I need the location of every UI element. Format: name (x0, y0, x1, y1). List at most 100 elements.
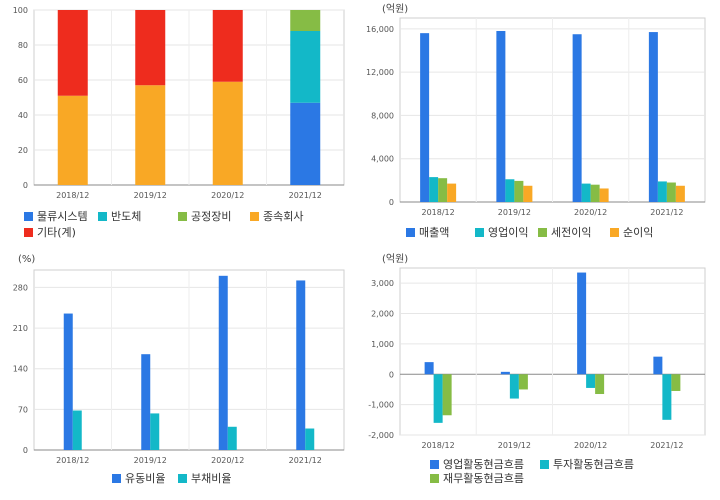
bar-종속회사-2018-12 (57, 95, 88, 185)
bar-유동비율-2020-12 (218, 275, 228, 450)
legend-swatch (540, 460, 549, 469)
legend-entry: 매출액 (419, 226, 449, 239)
bar-기타-계-2018-12 (57, 10, 88, 96)
x-tick-label: 2021/12 (289, 191, 322, 200)
y-tick-label: 3,000 (371, 279, 394, 288)
legend-swatch (430, 474, 439, 483)
bar-투자활동현금흐름-2021-12 (662, 374, 672, 420)
legend-swatch (24, 212, 33, 221)
x-tick-label: 2020/12 (211, 456, 244, 465)
bar-유동비율-2019-12 (141, 354, 151, 450)
legend-swatch (98, 212, 107, 221)
bar-순이익-2020-12 (599, 188, 609, 202)
y-tick-label: 12,000 (366, 68, 394, 77)
legend-swatch (610, 228, 619, 237)
legend-entry: 재무활동현금흐름 (443, 471, 524, 485)
y-tick-label: 8,000 (371, 111, 394, 120)
bar-물류시스템-2021-12 (290, 102, 321, 185)
chart-panel-cashflow: -2,000 -1,000 0 1,000 2,000 3,000 2018/12 2019/… (360, 250, 720, 496)
y-tick-label: 80 (18, 41, 28, 50)
bar-재무활동현금흐름-2018-12 (442, 374, 452, 416)
legend-entry: 영업활동현금흐름 (443, 457, 524, 471)
x-tick-label: 2021/12 (289, 456, 322, 465)
bar-공정장비-2021-12 (290, 10, 321, 31)
bar-기타-계-2019-12 (135, 10, 166, 86)
x-tick-label: 2019/12 (498, 208, 531, 217)
bar-순이익-2021-12 (675, 185, 685, 202)
legend-entry: 순이익 (623, 226, 653, 239)
x-tick-label: 2021/12 (650, 441, 683, 450)
x-tick-label: 2021/12 (650, 208, 683, 217)
x-tick-label: 2019/12 (134, 191, 167, 200)
bar-세전이익-2019-12 (514, 180, 524, 202)
chart-panel-income: 0 4,000 8,000 12,000 16,000 2018/12 2019/12 202… (360, 0, 720, 250)
y-tick-label: 1,000 (371, 340, 394, 349)
legend-entry: 유동비율 (125, 472, 165, 485)
bar-재무활동현금흐름-2021-12 (671, 374, 681, 391)
bar-부채비율-2021-12 (305, 428, 315, 450)
bar-재무활동현금흐름-2020-12 (595, 374, 605, 395)
y-tick-label: 0 (389, 370, 394, 379)
bar-부채비율-2020-12 (227, 426, 237, 450)
y-tick-label: 40 (18, 111, 28, 120)
legend-entry: 투자활동현금흐름 (553, 457, 634, 471)
legend-swatch (112, 474, 121, 483)
y-tick-label: 140 (13, 365, 28, 374)
y-tick-label: -1,000 (368, 401, 394, 410)
y-tick-label: 100 (13, 6, 28, 15)
bar-매출액-2020-12 (572, 34, 582, 203)
x-tick-label: 2018/12 (422, 441, 455, 450)
x-tick-label: 2020/12 (574, 208, 607, 217)
legend-entry: 영업이익 (488, 226, 528, 239)
bar-종속회사-2019-12 (135, 85, 166, 185)
chart-panel-ratios: 0 70 140 210 280 2018/12 2019/12 2020/12 2021/12… (0, 250, 360, 496)
unit-label: (%) (18, 254, 35, 265)
legend-entry: 반도체 (111, 210, 141, 223)
bar-투자활동현금흐름-2018-12 (433, 374, 443, 423)
x-tick-label: 2020/12 (574, 441, 607, 450)
y-tick-label: -2,000 (368, 431, 394, 440)
x-tick-label: 2019/12 (134, 456, 167, 465)
bar-투자활동현금흐름-2019-12 (509, 374, 519, 399)
legend-swatch (406, 228, 415, 237)
bar-유동비율-2018-12 (63, 313, 73, 450)
legend-entry: 기타(계) (37, 226, 76, 239)
y-tick-label: 0 (389, 198, 394, 207)
y-tick-label: 70 (18, 405, 28, 414)
bar-매출액-2021-12 (648, 32, 658, 202)
y-tick-label: 280 (13, 283, 28, 292)
legend-entry: 부채비율 (191, 472, 231, 485)
legend-swatch (430, 460, 439, 469)
y-tick-label: 20 (18, 146, 28, 155)
y-tick-label: 0 (23, 181, 28, 190)
x-tick-label: 2020/12 (211, 191, 244, 200)
bar-영업활동현금흐름-2019-12 (500, 371, 510, 375)
bar-세전이익-2018-12 (438, 178, 448, 202)
chart-panel-sales-composition: 0 20 40 60 80 100 2018/12 2019/12 2020/12 2021/12… (0, 0, 360, 250)
bar-매출액-2019-12 (496, 30, 506, 202)
bar-영업이익-2021-12 (657, 181, 667, 202)
legend-swatch (538, 228, 547, 237)
bar-부채비율-2019-12 (150, 413, 160, 450)
legend-swatch (250, 212, 259, 221)
bar-매출액-2018-12 (420, 33, 430, 203)
legend-entry: 물류시스템 (37, 210, 88, 223)
bar-영업이익-2018-12 (429, 177, 439, 202)
legend-swatch (24, 228, 33, 237)
x-tick-label: 2019/12 (498, 441, 531, 450)
bar-종속회사-2020-12 (212, 81, 243, 185)
legend-entry: 세전이익 (551, 226, 591, 239)
y-tick-label: 16,000 (366, 25, 394, 34)
bar-순이익-2019-12 (523, 185, 533, 202)
bar-재무활동현금흐름-2019-12 (518, 374, 528, 390)
bar-반도체-2021-12 (290, 31, 321, 103)
y-tick-label: 0 (23, 446, 28, 455)
x-tick-label: 2018/12 (422, 208, 455, 217)
bar-영업활동현금흐름-2018-12 (424, 362, 434, 375)
y-tick-label: 4,000 (371, 155, 394, 164)
bar-세전이익-2020-12 (590, 184, 600, 202)
chart-svg: 0 4,000 8,000 12,000 16,000 2018/12 2019/12 202… (366, 3, 706, 239)
x-tick-label: 2018/12 (56, 456, 89, 465)
bar-세전이익-2021-12 (666, 182, 676, 202)
legend-entry: 공정장비 (191, 210, 231, 223)
